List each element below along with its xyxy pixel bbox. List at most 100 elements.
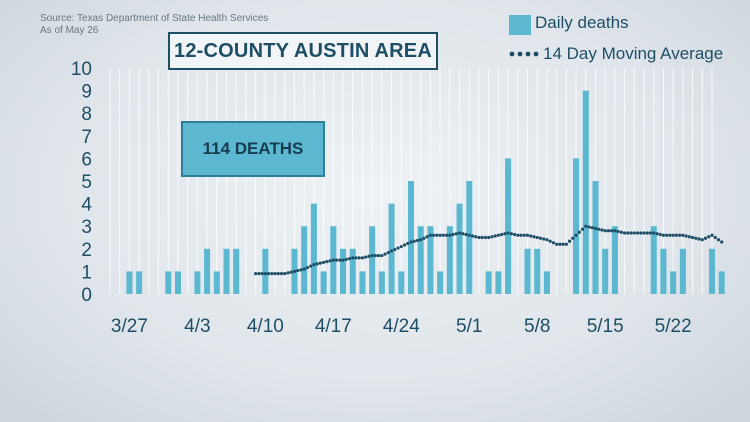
legend-label-daily-deaths: Daily deaths: [535, 13, 629, 32]
moving-average-point: [435, 233, 439, 237]
bar: [456, 203, 463, 294]
x-tick-label: 4/17: [315, 316, 352, 337]
bar: [233, 248, 240, 294]
bar: [466, 181, 473, 294]
y-tick-label: 7: [81, 127, 92, 148]
moving-average-point: [393, 247, 397, 252]
bar: [407, 181, 415, 294]
bar: [524, 248, 531, 294]
moving-average-point: [671, 233, 675, 237]
bar: [174, 271, 181, 294]
moving-average-point: [309, 264, 313, 268]
x-tick-label: 5/15: [587, 316, 624, 337]
bar: [505, 158, 512, 294]
y-tick-label: 4: [81, 195, 92, 216]
moving-average-point: [525, 233, 530, 237]
moving-average-point: [351, 256, 355, 260]
moving-average-point: [483, 235, 488, 240]
moving-average-point: [360, 256, 365, 260]
moving-average-point: [389, 249, 394, 253]
bar: [126, 271, 133, 294]
moving-average-point: [257, 272, 261, 276]
y-tick-label: 0: [81, 285, 92, 306]
moving-average-point: [441, 233, 445, 237]
moving-average-point: [545, 238, 549, 242]
moving-average-point: [577, 230, 581, 234]
bar: [718, 271, 725, 294]
x-tick-label: 5/22: [655, 316, 692, 337]
moving-average-point: [373, 253, 377, 258]
moving-average-point: [658, 232, 662, 237]
moving-average-point: [364, 255, 368, 259]
moving-average-point: [461, 232, 465, 236]
moving-average-point: [538, 236, 543, 240]
bar: [359, 271, 366, 294]
moving-average-point: [645, 231, 649, 235]
bar: [310, 203, 317, 294]
legend-label-moving-average: 14 Day Moving Average: [543, 44, 724, 63]
moving-average-point: [555, 242, 559, 246]
x-tick-label: 5/8: [524, 316, 550, 337]
chart-title: 12-COUNTY AUSTIN AREA: [168, 32, 438, 70]
moving-average-point: [454, 232, 458, 236]
bar: [708, 248, 716, 294]
moving-average-point: [328, 259, 332, 263]
moving-average-point: [687, 235, 691, 239]
moving-average-point: [477, 235, 481, 240]
moving-average-point: [399, 244, 403, 249]
y-tick-label: 10: [71, 59, 92, 80]
moving-average-point: [380, 253, 384, 258]
bar: [427, 226, 434, 294]
moving-average-point: [428, 233, 433, 237]
moving-average-point: [402, 243, 407, 247]
y-tick-label: 9: [81, 82, 92, 103]
moving-average-point: [580, 227, 585, 231]
moving-average-point: [470, 234, 475, 238]
moving-average-point: [684, 234, 688, 238]
bar: [204, 248, 211, 294]
moving-average-point: [623, 231, 627, 235]
moving-average-point: [302, 267, 306, 271]
moving-average-point: [331, 258, 335, 262]
y-tick-label: 5: [81, 172, 92, 193]
moving-average-point: [542, 237, 546, 241]
moving-average-point: [707, 235, 711, 239]
moving-average-point: [283, 272, 287, 276]
moving-average-point: [551, 241, 556, 245]
moving-average-point: [292, 269, 297, 273]
moving-average-point: [587, 225, 591, 229]
moving-average-point: [260, 272, 264, 276]
moving-average-point: [315, 262, 319, 266]
bar: [573, 158, 580, 294]
bar: [136, 271, 143, 294]
moving-average-point: [564, 242, 568, 246]
moving-average-point: [652, 231, 656, 235]
moving-average-point: [286, 271, 290, 275]
moving-average-point: [448, 233, 452, 237]
bar: [650, 226, 657, 294]
moving-average-point: [289, 270, 293, 274]
moving-average-point: [697, 237, 701, 241]
moving-average-point: [445, 233, 449, 237]
y-tick-label: 6: [81, 149, 92, 170]
moving-average-point: [574, 233, 578, 237]
moving-average-point: [500, 232, 504, 237]
moving-average-point: [457, 231, 462, 235]
moving-average-point: [690, 235, 695, 240]
bar: [194, 271, 201, 294]
moving-average-point: [648, 231, 653, 235]
moving-average-point: [674, 233, 678, 237]
moving-average-point: [305, 266, 310, 270]
moving-average-point: [619, 230, 623, 234]
bar: [582, 90, 589, 294]
moving-average-point: [600, 228, 604, 232]
moving-average-point: [720, 240, 724, 244]
moving-average-point: [419, 238, 423, 242]
moving-average-point: [496, 233, 500, 237]
moving-average-point: [273, 272, 277, 276]
moving-average-point: [322, 260, 326, 264]
moving-average-point: [354, 256, 358, 260]
moving-average-point: [406, 241, 410, 246]
bar: [262, 248, 269, 294]
bar: [534, 248, 541, 294]
